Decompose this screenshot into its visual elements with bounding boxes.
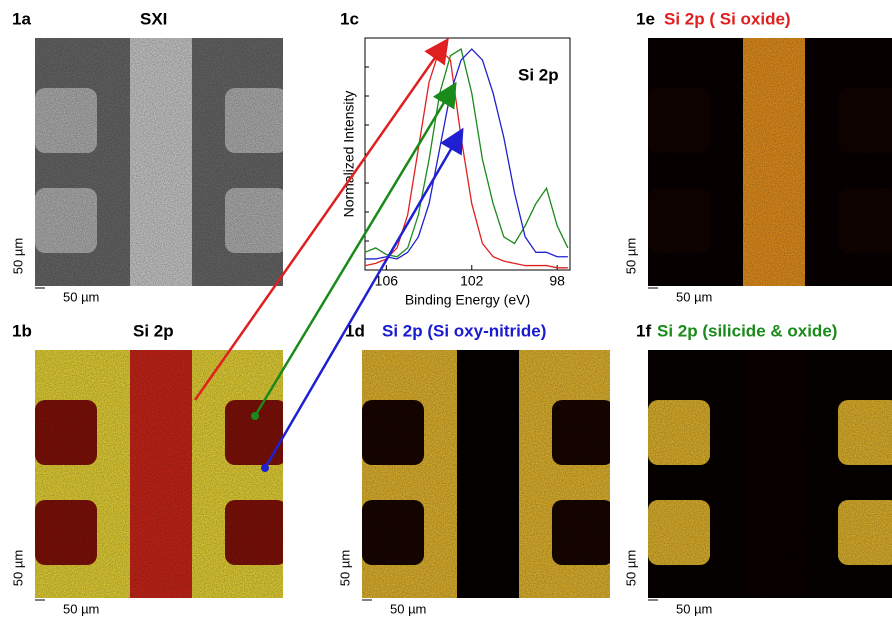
image-map: 1a SXI 50 µm 50 µm [10, 9, 287, 304]
map-content [648, 350, 892, 598]
image-map: 1b Si 2p 50 µm 50 µm [10, 321, 287, 616]
map-noise [35, 38, 283, 286]
scale-x: 50 µm [676, 601, 712, 616]
scale-y: 50 µm [10, 550, 25, 586]
panel-title: Si 2p ( Si oxide) [664, 9, 791, 28]
figure: 1aSXI50 µm50 µm1bSi 2p50 µm50 µm1dSi 2p … [0, 0, 892, 622]
map-noise [35, 350, 283, 598]
image-map: 1f Si 2p (silicide & oxide) 50 µm 50 µm [623, 321, 892, 616]
panel-label: 1a [12, 9, 31, 28]
map-noise [362, 350, 610, 598]
scale-x: 50 µm [390, 601, 426, 616]
x-axis-label: Binding Energy (eV) [405, 292, 530, 308]
panel-title: Si 2p (silicide & oxide) [657, 321, 837, 340]
scale-y: 50 µm [623, 550, 638, 586]
map-content [35, 350, 287, 598]
scale-y: 50 µm [623, 238, 638, 274]
annotation: Si 2p [518, 65, 559, 84]
map-noise [648, 350, 892, 598]
map-content [35, 38, 287, 286]
arrow-dot [251, 412, 259, 420]
x-tick-label: 102 [460, 273, 484, 289]
arrow-dot [261, 464, 269, 472]
map-content [648, 38, 892, 286]
panel-title: Si 2p [133, 321, 174, 340]
chart-label: 1c [340, 9, 359, 28]
scale-x: 50 µm [63, 289, 99, 304]
y-axis-label: Normalized Intensity [341, 91, 357, 218]
map-noise [648, 38, 892, 286]
panel-label: 1f [636, 321, 651, 340]
panel-label: 1b [12, 321, 32, 340]
scale-y: 50 µm [337, 550, 352, 586]
scale-x: 50 µm [63, 601, 99, 616]
panel-title: Si 2p (Si oxy-nitride) [382, 321, 546, 340]
scale-x: 50 µm [676, 289, 712, 304]
map-content [362, 350, 614, 598]
image-map: 1e Si 2p ( Si oxide) 50 µm 50 µm [623, 9, 892, 304]
panel-title: SXI [140, 9, 167, 28]
scale-y: 50 µm [10, 238, 25, 274]
x-tick-label: 98 [549, 273, 565, 289]
panel-label: 1e [636, 9, 655, 28]
